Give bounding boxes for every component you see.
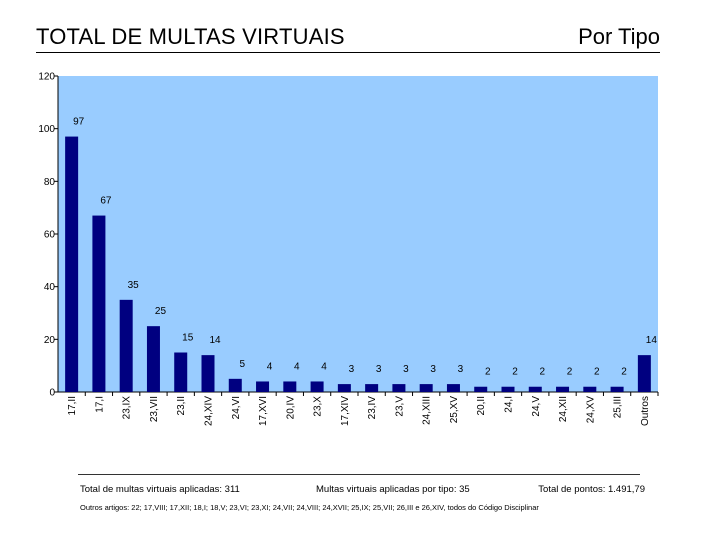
bar-24,XIV: [201, 355, 215, 392]
y-tick-label: 20: [44, 335, 56, 346]
bar-24,XV: [583, 386, 597, 392]
bar-17,I: [92, 215, 106, 392]
data-label: 5: [239, 359, 245, 370]
bar-25,III: [610, 386, 624, 392]
category-label: 24,VI: [231, 396, 242, 419]
bar-23,IX: [119, 299, 133, 392]
bar-24,VI: [228, 378, 242, 392]
bar-20,II: [474, 386, 488, 392]
bar-17,XVI: [256, 381, 270, 392]
chart-header: TOTAL DE MULTAS VIRTUAIS Por Tipo: [36, 24, 660, 53]
data-label: 2: [594, 367, 600, 378]
category-label: 20,IV: [285, 396, 296, 420]
data-label: 4: [267, 361, 273, 372]
data-label: 2: [567, 367, 573, 378]
bar-23,V: [392, 384, 406, 392]
data-label: 67: [100, 196, 112, 207]
category-label: 24,XV: [585, 396, 596, 424]
data-label: 2: [512, 367, 518, 378]
category-label: 23,X: [313, 396, 324, 417]
category-label: 25,III: [613, 396, 624, 418]
bar-23,II: [174, 352, 188, 392]
data-label: 3: [430, 364, 436, 375]
bar-24,V: [528, 386, 542, 392]
data-label: 14: [209, 335, 221, 346]
data-label: 14: [646, 335, 658, 346]
data-label: 2: [539, 367, 545, 378]
bar-24,XIII: [419, 384, 433, 392]
chart-subtitle: Por Tipo: [578, 24, 660, 49]
footer-stats: Total de multas virtuais aplicadas: 311 …: [80, 484, 650, 498]
total-fines-text: Total de multas virtuais aplicadas: 311: [80, 484, 240, 495]
bar-24,I: [501, 386, 515, 392]
category-label: 23,V: [394, 396, 405, 417]
bar-23,IV: [365, 384, 379, 392]
bar-17,XIV: [337, 384, 351, 392]
category-label: 17,XVI: [258, 396, 269, 426]
category-label: 23,VII: [149, 396, 160, 422]
bar-25,XV: [446, 384, 460, 392]
category-label: 24,V: [531, 396, 542, 417]
data-label: 25: [155, 306, 167, 317]
category-label: 25,XV: [449, 396, 460, 424]
data-label: 3: [376, 364, 382, 375]
category-label: 17,XIV: [340, 396, 351, 426]
total-points-text: Total de pontos: 1.491,79: [538, 484, 645, 495]
category-label: 23,II: [176, 396, 187, 415]
data-label: 3: [349, 364, 355, 375]
category-label: 24,I: [504, 396, 515, 413]
fines-by-type-text: Multas virtuais aplicadas por tipo: 35: [316, 484, 470, 495]
other-articles-note: Outros artigos: 22; 17,VIII; 17,XII; 18,…: [80, 503, 539, 512]
category-label: 24,XIV: [204, 396, 215, 426]
bar-20,IV: [283, 381, 297, 392]
data-label: 2: [485, 367, 491, 378]
data-label: 3: [403, 364, 409, 375]
y-tick-label: 100: [38, 124, 55, 135]
data-label: 4: [294, 361, 300, 372]
y-tick-label: 120: [38, 72, 55, 83]
category-label: 17,I: [94, 396, 105, 413]
data-label: 3: [458, 364, 464, 375]
bar-23,VII: [146, 326, 160, 392]
category-label: 20,II: [476, 396, 487, 415]
data-label: 15: [182, 333, 194, 344]
data-label: 2: [621, 367, 627, 378]
bar-17,II: [65, 136, 79, 392]
bar-chart: 0204060801001209717,II6717,I3523,IX2523,…: [38, 72, 659, 426]
footer-divider: [78, 474, 640, 475]
category-label: Outros: [640, 396, 651, 426]
category-label: 23,IV: [367, 396, 378, 420]
category-label: 17,II: [67, 396, 78, 415]
y-tick-label: 0: [49, 388, 55, 399]
category-label: 24,XIII: [422, 396, 433, 425]
y-tick-label: 60: [44, 230, 56, 241]
data-label: 4: [321, 361, 327, 372]
data-label: 35: [128, 280, 140, 291]
bar-24,XII: [556, 386, 570, 392]
y-tick-label: 40: [44, 282, 56, 293]
y-tick-label: 80: [44, 177, 56, 188]
chart-title: TOTAL DE MULTAS VIRTUAIS: [36, 24, 345, 49]
bar-Outros: [637, 355, 651, 392]
bar-23,X: [310, 381, 324, 392]
category-label: 23,IX: [122, 396, 133, 420]
data-label: 97: [73, 117, 85, 128]
category-label: 24,XII: [558, 396, 569, 422]
